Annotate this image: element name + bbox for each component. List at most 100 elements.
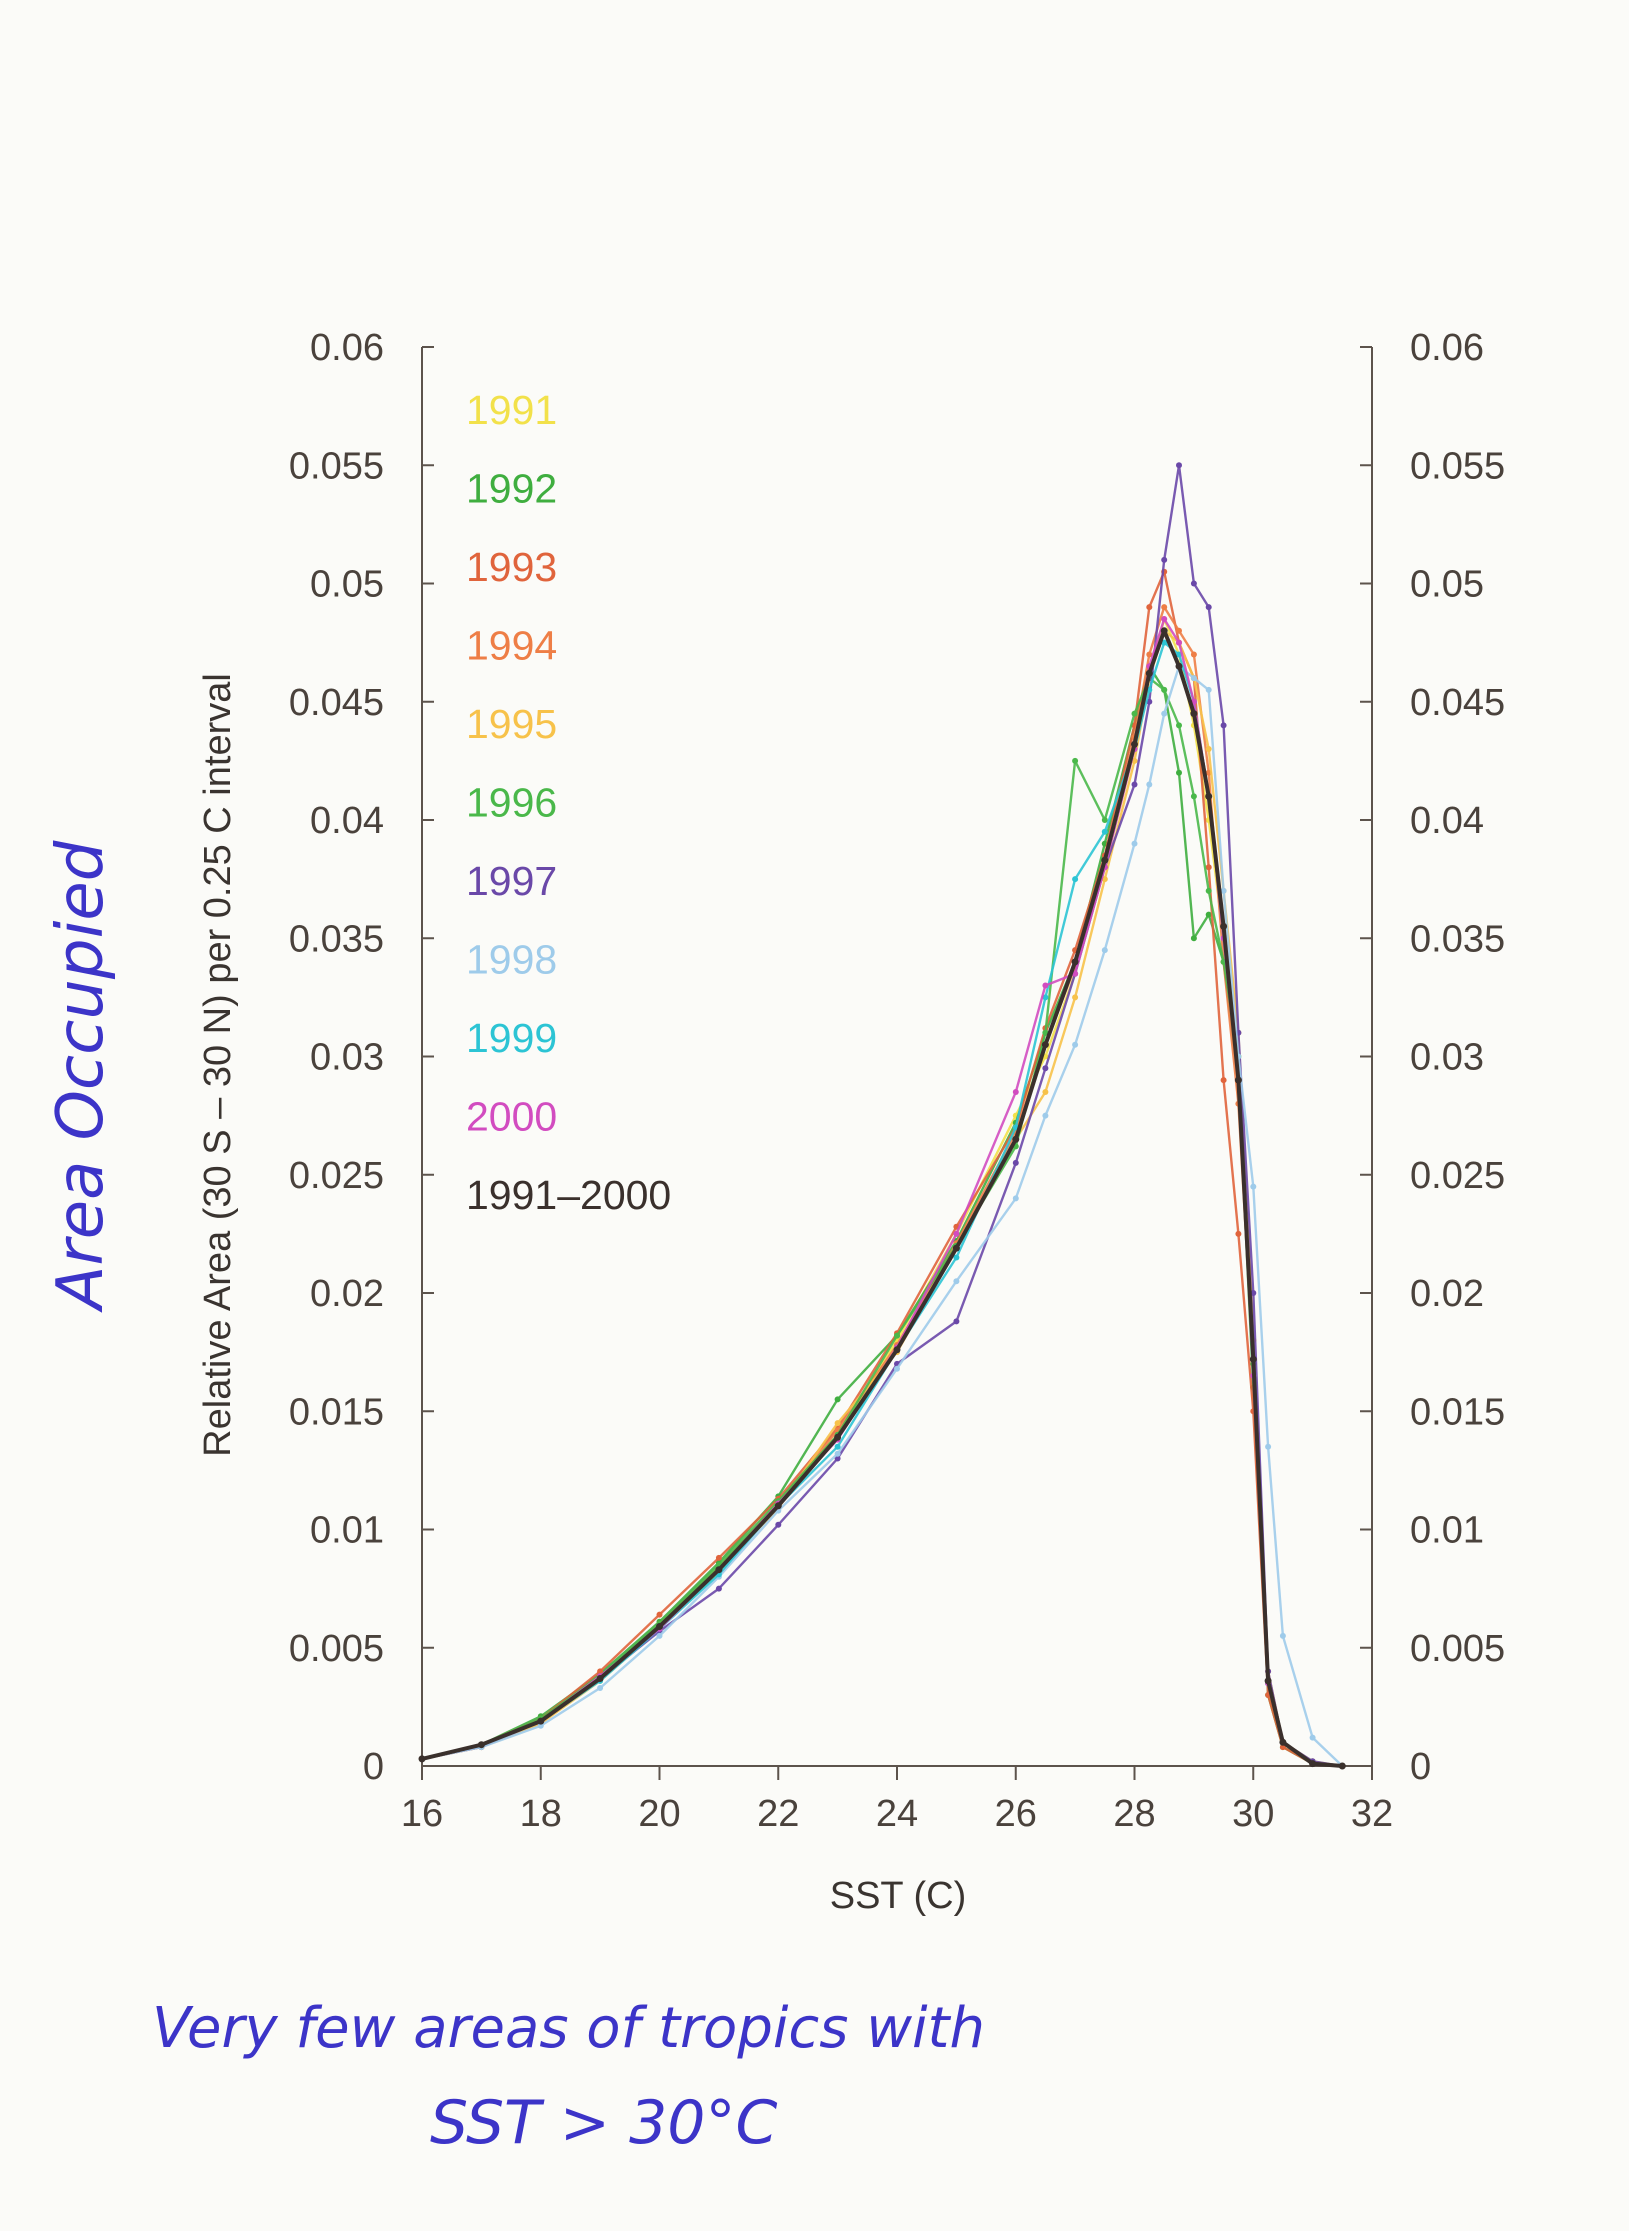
- y-tick-label-right: 0: [1410, 1746, 1431, 1788]
- x-tick-label: 18: [520, 1793, 562, 1835]
- legend-entry: 1996: [466, 780, 557, 826]
- data-point: [1220, 1077, 1227, 1084]
- data-point: [1205, 746, 1212, 752]
- y-tick-label-left: 0.03: [310, 1037, 384, 1079]
- y-axis-title: Relative Area (30 S – 30 N) per 0.25 C i…: [197, 673, 239, 1457]
- legend-entry: 1991: [466, 387, 557, 433]
- data-point: [1220, 887, 1227, 894]
- y-tick-label-left: 0.045: [289, 682, 384, 724]
- data-point: [1012, 1089, 1019, 1095]
- data-point: [1160, 627, 1168, 635]
- data-point: [656, 1623, 663, 1630]
- data-point: [597, 1668, 604, 1675]
- y-tick-label-right: 0.01: [1410, 1510, 1484, 1552]
- data-point: [834, 1396, 841, 1403]
- y-tick-label-left: 0.055: [289, 445, 384, 487]
- data-point: [1071, 958, 1079, 966]
- data-point: [1309, 1734, 1316, 1741]
- x-tick-label: 32: [1351, 1793, 1393, 1835]
- data-point: [1042, 1029, 1049, 1036]
- data-point: [1205, 604, 1212, 611]
- data-point: [1041, 1041, 1049, 1049]
- x-axis-title: SST (C): [830, 1875, 967, 1917]
- y-tick-label-left: 0: [363, 1746, 384, 1788]
- data-point: [953, 1254, 960, 1261]
- data-point: [834, 1443, 841, 1450]
- data-point: [1338, 1762, 1346, 1770]
- y-tick-label-left: 0.01: [310, 1510, 384, 1552]
- data-point: [1205, 911, 1212, 918]
- data-point: [893, 1346, 901, 1354]
- data-point: [1072, 876, 1079, 883]
- data-point: [1012, 1159, 1019, 1166]
- data-point: [952, 1244, 960, 1252]
- data-point: [834, 1420, 841, 1427]
- data-point: [834, 1433, 842, 1441]
- data-point: [1161, 556, 1168, 563]
- x-tick-label: 28: [1113, 1793, 1155, 1835]
- legend: 1991 1992 1993 1994 1995 1996 1997 1998 1999 2000…: [466, 387, 671, 1218]
- data-point: [1042, 982, 1049, 989]
- data-point: [1146, 651, 1153, 658]
- data-point: [1264, 1677, 1272, 1685]
- data-point: [1131, 710, 1138, 717]
- data-point: [1072, 1041, 1079, 1048]
- data-point: [834, 1455, 841, 1462]
- data-point: [1309, 1760, 1317, 1768]
- data-point: [715, 1566, 723, 1574]
- legend-entry: 1991–2000: [466, 1172, 671, 1218]
- data-point: [1161, 710, 1168, 717]
- data-point: [953, 1278, 960, 1285]
- legend-entry: 1999: [466, 1015, 557, 1061]
- x-tick-label: 30: [1232, 1793, 1274, 1835]
- data-point: [775, 1521, 782, 1528]
- data-point: [953, 1230, 960, 1237]
- y-tick-label-right: 0.005: [1410, 1628, 1505, 1670]
- data-point: [1205, 792, 1213, 800]
- data-point: [1175, 662, 1183, 670]
- data-point: [1176, 627, 1182, 634]
- data-point: [1101, 876, 1108, 883]
- x-tick-label: 22: [757, 1793, 799, 1835]
- data-point: [1234, 1076, 1242, 1084]
- data-point: [418, 1755, 426, 1763]
- y-tick-label-left: 0.05: [310, 564, 384, 606]
- data-point: [1190, 580, 1197, 587]
- y-tick-label-right: 0.045: [1410, 682, 1505, 724]
- handwritten-note-line2: SST > 30°C: [430, 2088, 777, 2158]
- y-tick-label-left: 0.025: [289, 1155, 384, 1197]
- data-point: [1190, 710, 1198, 718]
- handwritten-note-area: Area Occupied: [44, 840, 118, 1313]
- data-point: [1042, 994, 1049, 1001]
- y-tick-label-left: 0.04: [310, 800, 384, 842]
- data-point: [537, 1722, 544, 1729]
- y-tick-label-left: 0.005: [289, 1628, 384, 1670]
- y-tick-label-right: 0.035: [1410, 918, 1505, 960]
- data-point: [1101, 947, 1108, 954]
- x-tick-label: 26: [995, 1793, 1037, 1835]
- x-tick-label: 20: [638, 1793, 680, 1835]
- data-point: [1072, 757, 1079, 764]
- data-point: [1072, 970, 1079, 977]
- y-tick-label-right: 0.05: [1410, 564, 1484, 606]
- data-point: [1012, 1135, 1020, 1143]
- series-layer: [418, 462, 1346, 1770]
- data-point: [894, 1332, 900, 1339]
- y-tick-label-right: 0.06: [1410, 327, 1484, 369]
- data-point: [1176, 769, 1182, 776]
- data-point: [1205, 686, 1212, 693]
- legend-entry: 1998: [466, 937, 557, 983]
- data-point: [1279, 1738, 1287, 1746]
- data-point: [1205, 864, 1212, 871]
- data-point: [1220, 722, 1227, 729]
- data-point: [477, 1741, 485, 1749]
- data-point: [1012, 1195, 1019, 1202]
- data-point: [1042, 1089, 1049, 1095]
- data-point: [1101, 828, 1108, 835]
- y-tick-label-right: 0.04: [1410, 800, 1484, 842]
- y-tick-label-left: 0.06: [310, 327, 384, 369]
- data-point: [537, 1717, 545, 1725]
- data-point: [1176, 722, 1182, 729]
